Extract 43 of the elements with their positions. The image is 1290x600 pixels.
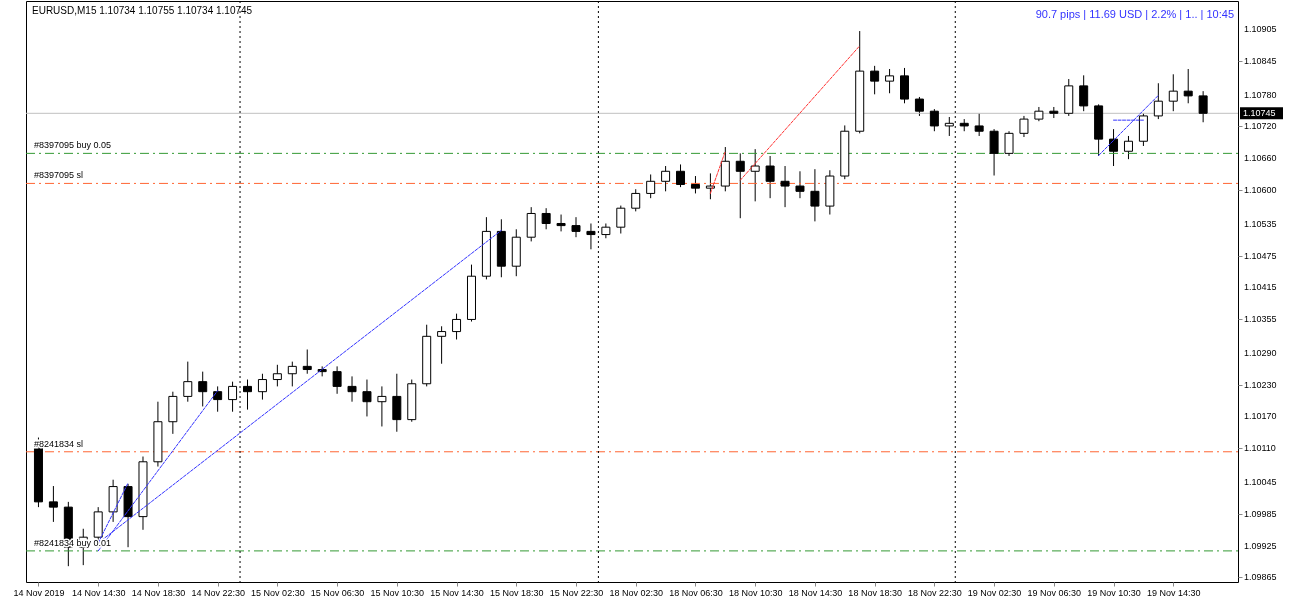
y-tick-label: 1.10170: [1244, 411, 1277, 422]
x-tick-label: 18 Nov 06:30: [669, 587, 723, 598]
chart-title: EURUSD,M15 1.10734 1.10755 1.10734 1.10745: [32, 5, 253, 16]
x-tick-label: 15 Nov 18:30: [490, 587, 544, 598]
y-tick-label: 1.10110: [1244, 443, 1276, 454]
x-tick-label: 14 Nov 18:30: [131, 587, 186, 598]
y-tick-label: 1.10600: [1244, 184, 1277, 195]
x-tick-label: 18 Nov 14:30: [788, 587, 843, 598]
y-tick-label: 1.09865: [1244, 572, 1277, 583]
ref-line-label: 1.10745: [1243, 108, 1276, 119]
y-tick-label: 1.09925: [1244, 540, 1277, 551]
y-tick-label: 1.10535: [1244, 219, 1277, 230]
ref-line-label: #8397095 buy 0.05: [34, 140, 112, 151]
y-tick-label: 1.10720: [1244, 121, 1277, 132]
x-tick-label: 15 Nov 02:30: [251, 587, 305, 598]
y-tick-label: 1.10475: [1244, 250, 1277, 261]
y-tick-label: 1.09985: [1244, 508, 1277, 519]
ref-line-label: #8397095 sl: [34, 170, 84, 181]
x-tick-label: 15 Nov 06:30: [310, 587, 365, 598]
x-tick-label: 18 Nov 18:30: [848, 587, 902, 598]
x-tick-label: 14 Nov 22:30: [191, 587, 245, 598]
y-tick-label: 1.10415: [1244, 282, 1277, 293]
y-tick-label: 1.10355: [1244, 313, 1277, 324]
x-tick-label: 14 Nov 2019: [13, 587, 65, 598]
y-tick-label: 1.10045: [1244, 477, 1277, 488]
x-tick-label: 19 Nov 06:30: [1027, 587, 1082, 598]
x-tick-label: 15 Nov 14:30: [430, 587, 484, 598]
y-tick-label: 1.10780: [1244, 89, 1277, 100]
x-tick-label: 15 Nov 10:30: [370, 587, 425, 598]
y-tick-label: 1.10290: [1244, 348, 1277, 359]
x-tick-label: 18 Nov 10:30: [728, 587, 783, 598]
x-tick-label: 19 Nov 14:30: [1147, 587, 1201, 598]
x-tick-label: 14 Nov 14:30: [71, 587, 126, 598]
y-tick-label: 1.10845: [1244, 55, 1277, 66]
y-tick-label: 1.10660: [1244, 153, 1277, 164]
x-tick-label: 19 Nov 02:30: [967, 587, 1022, 598]
y-tick-label: 1.10905: [1244, 23, 1277, 34]
x-tick-label: 18 Nov 02:30: [609, 587, 664, 598]
annotation: 90.7 pips | 11.69 USD | 2.2% | 1.. | 10:45: [1035, 8, 1234, 20]
x-tick-label: 19 Nov 10:30: [1087, 587, 1141, 598]
x-tick-label: 18 Nov 22:30: [908, 587, 962, 598]
x-tick-label: 15 Nov 22:30: [549, 587, 604, 598]
y-tick-label: 1.10230: [1244, 379, 1277, 390]
